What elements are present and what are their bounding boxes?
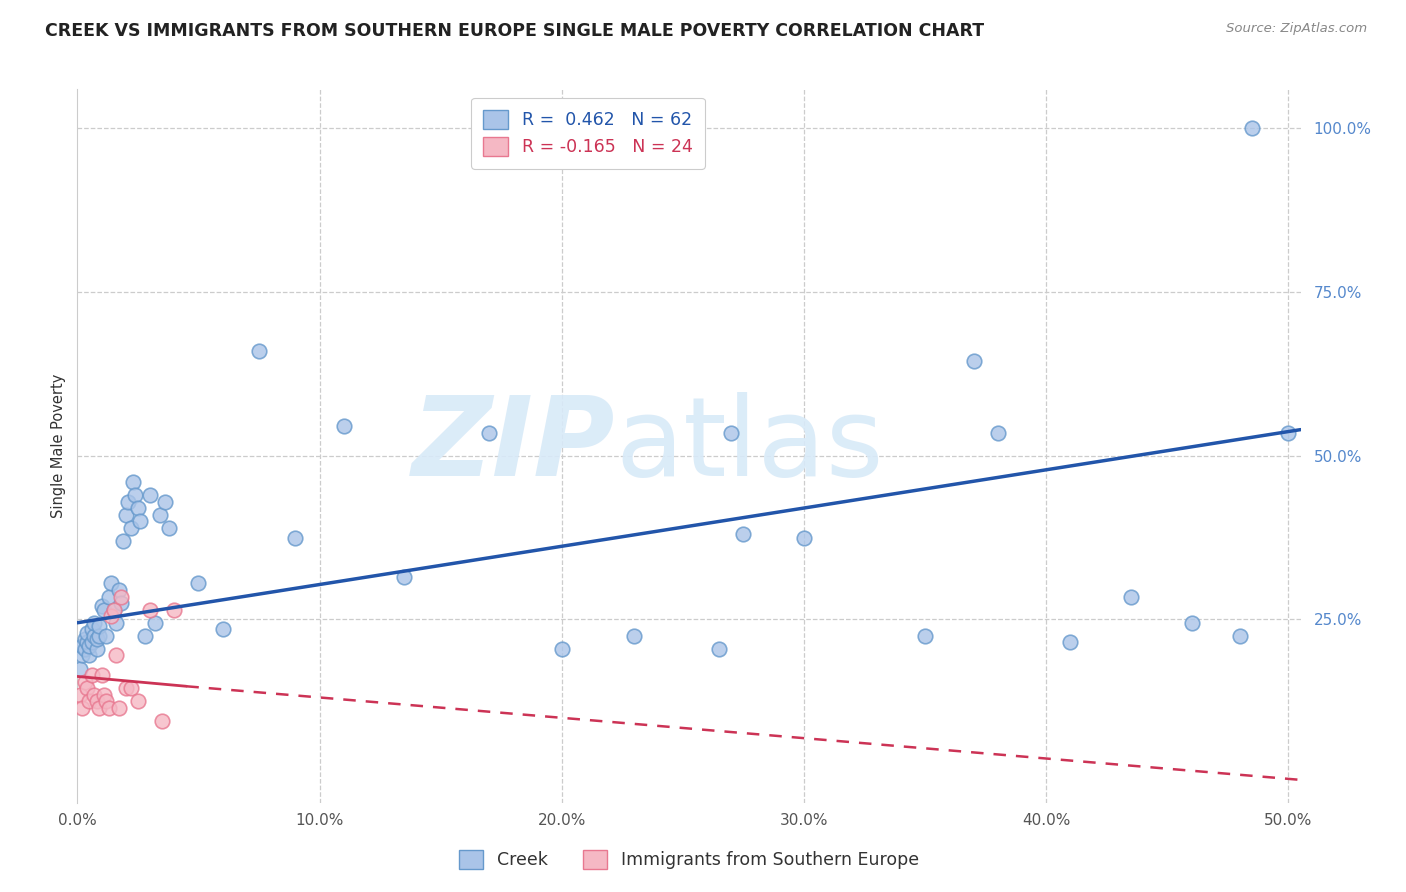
Point: [90, 668, 112, 682]
Point: [105, 615, 128, 630]
Point: [1119, 590, 1142, 604]
Point: [163, 602, 186, 616]
Point: [149, 508, 172, 522]
Point: [79, 694, 101, 708]
Point: [89, 619, 111, 633]
Point: [720, 425, 742, 440]
Point: [127, 501, 149, 516]
Point: [86, 642, 108, 657]
Text: ZIP: ZIP: [412, 392, 616, 500]
Point: [110, 590, 132, 604]
Point: [103, 602, 125, 616]
Text: CREEK VS IMMIGRANTS FROM SOUTHERN EUROPE SINGLE MALE POVERTY CORRELATION CHART: CREEK VS IMMIGRANTS FROM SOUTHERN EUROPE…: [45, 22, 984, 40]
Point: [1277, 425, 1299, 440]
Point: [134, 629, 156, 643]
Point: [79, 648, 101, 663]
Point: [211, 623, 233, 637]
Point: [1059, 635, 1081, 649]
Point: [120, 521, 142, 535]
Point: [139, 488, 162, 502]
Point: [987, 425, 1010, 440]
Point: [110, 596, 132, 610]
Point: [157, 521, 180, 535]
Point: [124, 488, 146, 502]
Point: [143, 615, 166, 630]
Point: [83, 615, 105, 630]
Point: [83, 688, 105, 702]
Point: [247, 344, 270, 359]
Point: [89, 629, 111, 643]
Text: Source: ZipAtlas.com: Source: ZipAtlas.com: [1226, 22, 1367, 36]
Point: [187, 576, 209, 591]
Point: [105, 648, 128, 663]
Point: [114, 681, 136, 696]
Point: [333, 419, 356, 434]
Point: [80, 635, 103, 649]
Legend: Creek, Immigrants from Southern Europe: Creek, Immigrants from Southern Europe: [451, 843, 927, 876]
Point: [93, 688, 115, 702]
Point: [153, 494, 176, 508]
Point: [1180, 615, 1202, 630]
Point: [107, 701, 129, 715]
Point: [103, 602, 125, 616]
Point: [129, 514, 152, 528]
Point: [73, 632, 96, 647]
Point: [120, 681, 142, 696]
Point: [93, 602, 115, 616]
Point: [1241, 121, 1264, 136]
Point: [70, 701, 93, 715]
Point: [80, 668, 103, 682]
Point: [100, 576, 122, 591]
Point: [89, 701, 111, 715]
Point: [284, 531, 307, 545]
Point: [83, 629, 105, 643]
Point: [100, 609, 122, 624]
Point: [127, 694, 149, 708]
Point: [709, 642, 731, 657]
Point: [107, 582, 129, 597]
Point: [73, 642, 96, 657]
Point: [1229, 629, 1251, 643]
Point: [79, 639, 101, 653]
Point: [70, 648, 93, 663]
Point: [86, 632, 108, 647]
Point: [114, 508, 136, 522]
Point: [551, 642, 574, 657]
Point: [80, 623, 103, 637]
Point: [90, 599, 112, 614]
Point: [914, 629, 936, 643]
Point: [73, 674, 96, 689]
Y-axis label: Single Male Poverty: Single Male Poverty: [51, 374, 66, 518]
Point: [150, 714, 173, 728]
Point: [112, 533, 135, 548]
Point: [97, 590, 120, 604]
Point: [86, 694, 108, 708]
Point: [623, 629, 645, 643]
Point: [96, 694, 118, 708]
Point: [69, 662, 91, 676]
Point: [96, 629, 118, 643]
Point: [793, 531, 815, 545]
Point: [122, 475, 145, 489]
Point: [76, 635, 98, 649]
Point: [97, 701, 120, 715]
Point: [76, 681, 98, 696]
Point: [733, 527, 755, 541]
Point: [70, 639, 93, 653]
Point: [69, 688, 91, 702]
Point: [117, 494, 139, 508]
Point: [478, 425, 501, 440]
Point: [76, 625, 98, 640]
Point: [962, 354, 984, 368]
Point: [394, 570, 416, 584]
Point: [139, 602, 162, 616]
Text: atlas: atlas: [616, 392, 884, 500]
